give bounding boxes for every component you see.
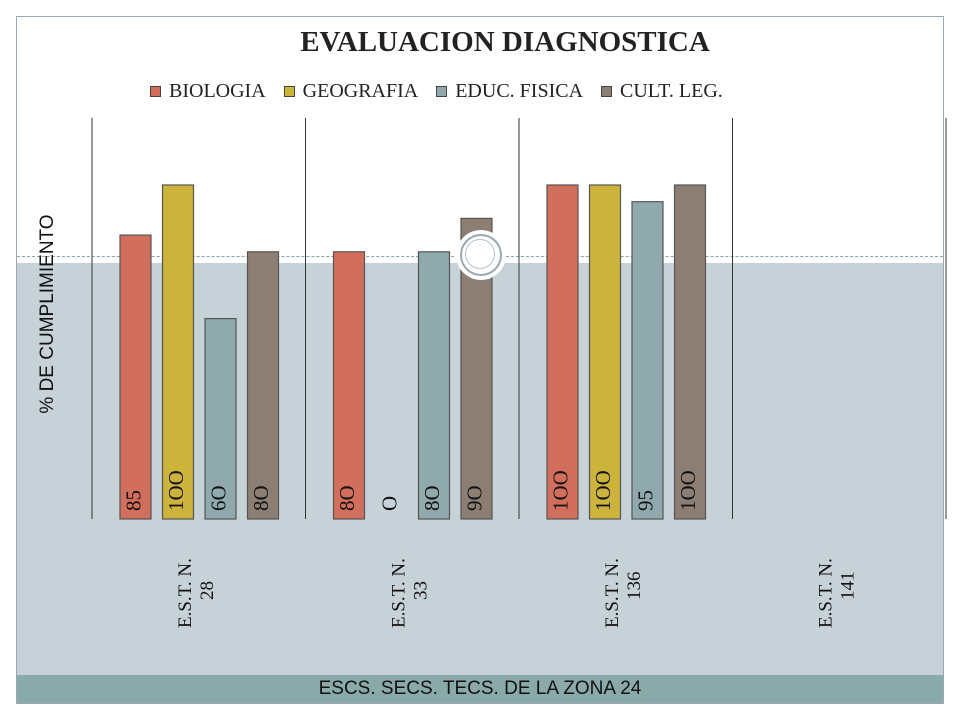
legend-item-biologia: BIOLOGIA (150, 80, 266, 103)
bar-educ-fisica-3 (631, 201, 664, 520)
bar-value-label: 6O (206, 485, 230, 511)
bar-value-label: 1OO (164, 470, 188, 511)
bar-cult-leg-3 (673, 184, 707, 520)
bar-value-label: 85 (121, 490, 145, 511)
category-label: E.S.T. N.141 (815, 558, 858, 628)
legend-swatch-cult-leg (601, 85, 613, 97)
category-label: E.S.T. N.28 (175, 558, 218, 628)
ring-ornament-icon (456, 230, 506, 280)
legend-label-cult-leg: CULT. LEG. (620, 79, 723, 102)
bar-biologia-3 (546, 184, 579, 520)
x-axis-label: ESCS. SECS. TECS. DE LA ZONA 24 (318, 678, 642, 699)
bar-geografia-3 (588, 184, 622, 520)
x-axis-footer: ESCS. SECS. TECS. DE LA ZONA 24 (17, 675, 943, 703)
bar-value-label: 1OO (548, 470, 572, 511)
bar-biologia-2 (332, 251, 366, 520)
legend-swatch-biologia (150, 85, 161, 97)
bar-educ-fisica-2 (417, 251, 451, 520)
legend-label-geografia: GEOGRAFIA (302, 79, 419, 102)
legend-label-educ-fisica: EDUC. FISICA (455, 79, 584, 102)
legend-swatch-educ-fisica (436, 85, 448, 97)
category-label: E.S.T. N.136 (602, 558, 645, 628)
legend-item-geografia: GEOGRAFIA (283, 79, 419, 103)
legend: BIOLOGIA GEOGRAFIA EDUC. FISICA CULT. LE… (150, 78, 723, 104)
legend-swatch-geografia (283, 85, 295, 97)
chart-title: EVALUACION DIAGNOSTICA (300, 26, 710, 58)
bar-value-label: O (377, 496, 401, 511)
legend-item-cult-leg: CULT. LEG. (601, 80, 723, 103)
bar-cult-leg-1 (246, 251, 280, 520)
bar-geografia-1 (161, 184, 195, 520)
category-label: E.S.T. N.33 (388, 558, 431, 628)
bar-value-label: 9O (462, 485, 486, 511)
bar-value-label: 8O (420, 485, 444, 511)
bar-value-label: 1OO (591, 470, 615, 511)
bar-value-label: 1OO (676, 470, 700, 511)
bar-biologia-1 (119, 234, 152, 520)
bar-educ-fisica-1 (204, 318, 237, 520)
bar-value-label: 8O (249, 485, 273, 511)
legend-item-educ-fisica: EDUC. FISICA (436, 80, 583, 103)
bar-value-label: 8O (335, 485, 359, 511)
legend-label-biologia: BIOLOGIA (169, 79, 266, 102)
bar-value-label: 95 (633, 490, 657, 511)
